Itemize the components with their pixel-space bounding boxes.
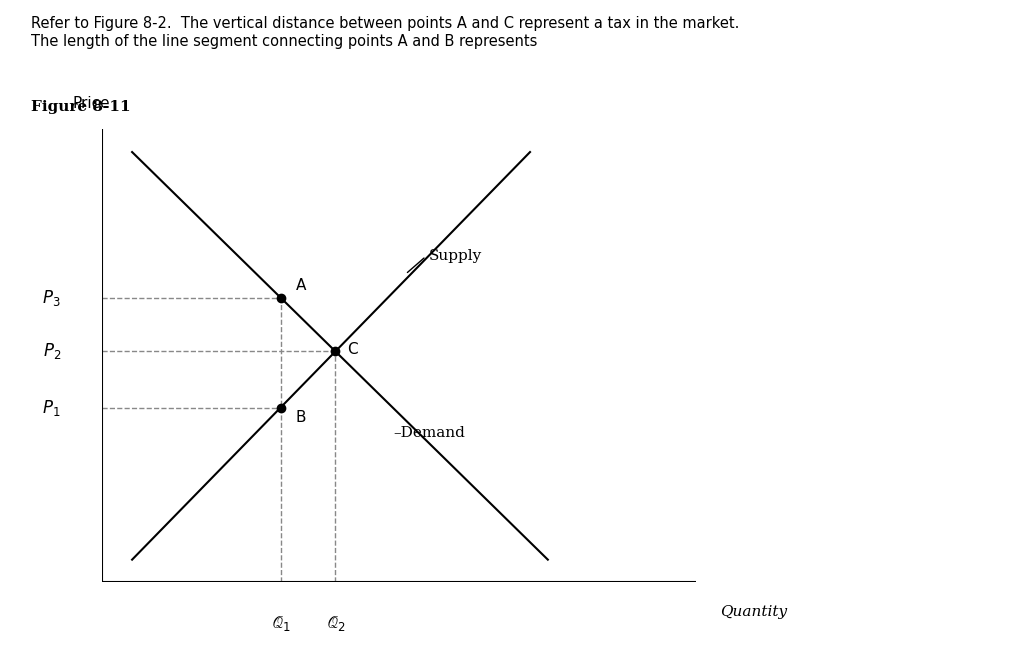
- Text: Refer to Figure 8-2.  The vertical distance between points A and C represent a t: Refer to Figure 8-2. The vertical distan…: [31, 16, 739, 49]
- Text: C: C: [347, 342, 358, 356]
- Text: Supply: Supply: [429, 249, 482, 263]
- Text: $\mathscr{Q}_1$: $\mathscr{Q}_1$: [270, 614, 291, 633]
- Text: Figure 8-11: Figure 8-11: [31, 100, 130, 115]
- Text: Price: Price: [73, 96, 111, 111]
- Text: A: A: [295, 278, 306, 293]
- Text: $P_2$: $P_2$: [43, 342, 60, 362]
- Text: –Demand: –Demand: [393, 426, 465, 440]
- Text: $\mathscr{Q}_2$: $\mathscr{Q}_2$: [326, 614, 345, 633]
- Text: $P_1$: $P_1$: [42, 397, 60, 417]
- Text: B: B: [295, 410, 306, 425]
- Text: $P_3$: $P_3$: [42, 288, 60, 307]
- Text: Quantity: Quantity: [720, 605, 787, 619]
